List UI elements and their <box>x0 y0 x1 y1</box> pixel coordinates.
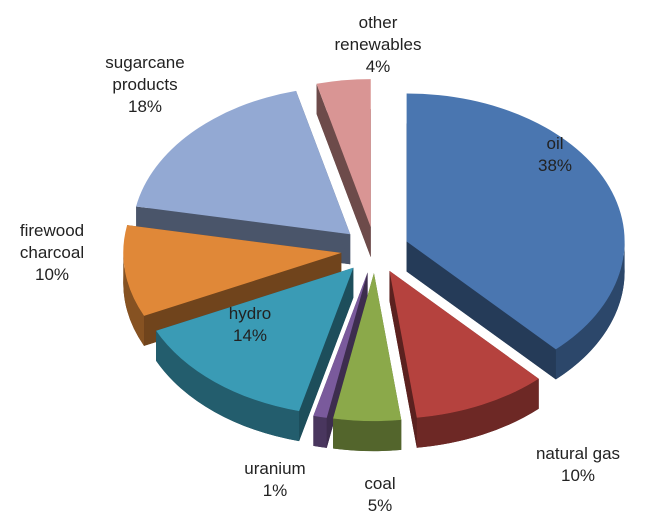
pie-slice <box>316 79 371 228</box>
slice-label: oil 38% <box>490 133 620 177</box>
pie-slice-group <box>156 267 354 442</box>
value-label: 10% <box>34 265 70 284</box>
category-label: natural gas <box>535 444 621 463</box>
pie-slice <box>156 267 354 412</box>
slice-label: coal 5% <box>315 473 445 517</box>
slice-label: natural gas 10% <box>513 443 643 487</box>
slice-label: sugarcane products 18% <box>80 52 210 118</box>
pie-slice <box>123 225 342 316</box>
pie-slice <box>136 90 351 235</box>
category-label: sugarcane products <box>105 53 185 94</box>
slice-wall <box>416 378 539 448</box>
category-label: uranium <box>244 459 306 478</box>
slice-wall <box>156 330 300 442</box>
category-label: hydro <box>228 304 272 323</box>
pie-slice-group <box>406 93 625 380</box>
value-label: 5% <box>367 496 393 515</box>
pie-slice-group <box>136 90 351 265</box>
value-label: 38% <box>537 156 573 175</box>
pie-slice <box>389 270 539 418</box>
pie-slice <box>406 93 625 350</box>
value-label: 4% <box>365 57 391 76</box>
slice-side <box>316 83 371 258</box>
category-label: oil <box>546 134 564 153</box>
pie-slice-group <box>313 272 368 448</box>
category-label: other renewables <box>334 13 422 54</box>
slice-label: other renewables 4% <box>313 12 443 78</box>
pie-slice-group <box>389 270 539 448</box>
slice-label: hydro 14% <box>185 303 315 347</box>
pie-slice <box>313 272 368 418</box>
value-label: 10% <box>560 466 596 485</box>
pie-slice-group <box>333 273 402 452</box>
slice-label: uranium 1% <box>210 458 340 502</box>
value-label: 18% <box>127 97 163 116</box>
pie-slice <box>333 273 402 422</box>
value-label: 1% <box>262 481 288 500</box>
pie-slice-group <box>316 79 371 258</box>
category-label: coal <box>364 474 396 493</box>
slice-wall <box>123 252 145 346</box>
slice-side <box>406 241 556 380</box>
value-label: 14% <box>232 326 268 345</box>
slice-wall <box>555 241 625 380</box>
slice-wall <box>313 415 327 448</box>
slice-label: firewood charcoal 10% <box>0 220 117 286</box>
category-label: firewood charcoal <box>19 221 85 262</box>
slice-wall <box>333 418 402 452</box>
slice-side <box>299 267 354 442</box>
slice-side <box>389 270 417 448</box>
